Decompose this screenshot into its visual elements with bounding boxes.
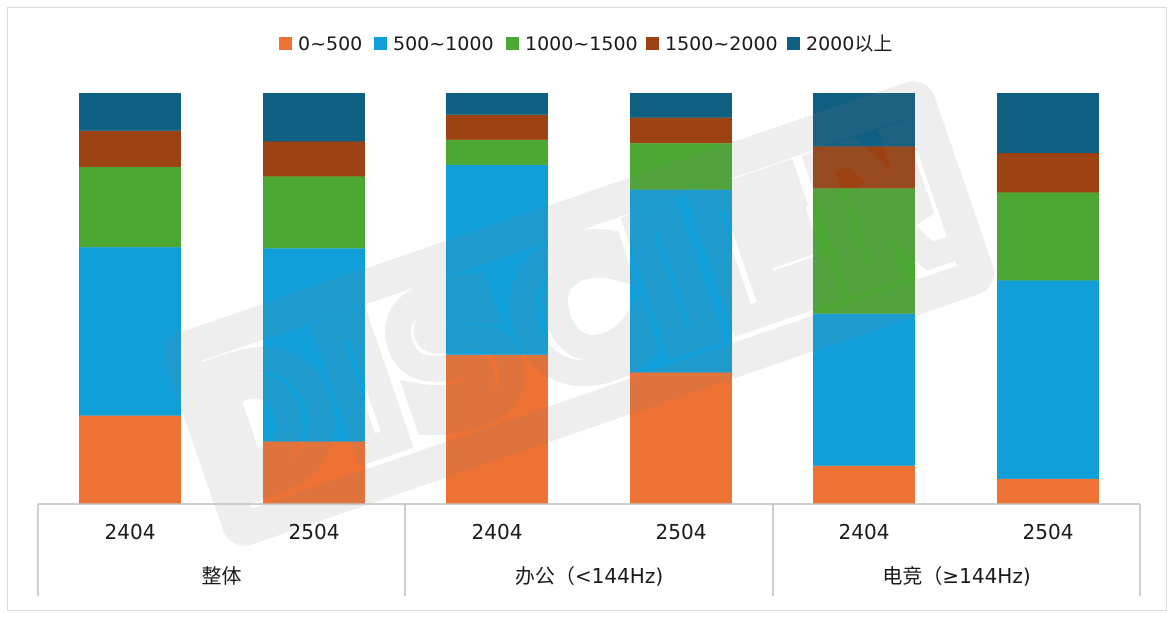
bar-1-cat-2 (446, 164, 548, 355)
legend: 0~500 500~1000 1000~1500 1500~2000 2000以上 (279, 33, 892, 55)
bar-0-cat-1 (263, 441, 365, 504)
bar-3-cat-5 (997, 153, 1099, 193)
bar-2-cat-5 (997, 192, 1099, 281)
bar-0-cat-3 (630, 372, 732, 504)
chart-frame (7, 7, 1167, 611)
legend-swatch-3 (646, 37, 659, 50)
bar-1-cat-1 (263, 248, 365, 442)
bar-4-cat-3 (630, 93, 732, 118)
group-label-2: 电竞（≥144Hz) (882, 564, 1030, 588)
bar-0-cat-5 (997, 478, 1099, 504)
legend-label-2: 1000~1500 (525, 33, 638, 55)
bar-3-cat-2 (446, 114, 548, 140)
category-label-1: 2504 (289, 520, 340, 544)
bar-0-cat-0 (79, 415, 181, 504)
bar-0-cat-4 (813, 465, 915, 504)
watermark-border (163, 81, 994, 546)
group-label-0: 整体 (202, 564, 242, 588)
bar-4-cat-0 (79, 93, 181, 131)
category-axis: 2404 2504 2404 2504 2404 2504 整体 办公（<144Hz) 电竞（≥… (37, 503, 1141, 596)
bar-3-cat-3 (630, 117, 732, 144)
category-label-3: 2504 (656, 520, 707, 544)
bar-2-cat-3 (630, 143, 732, 190)
bar-2-cat-2 (446, 139, 548, 165)
legend-label-1: 500~1000 (393, 33, 494, 55)
category-label-0: 2404 (105, 520, 156, 544)
legend-label-4: 2000以上 (806, 33, 892, 55)
bar-2-cat-4 (813, 188, 915, 314)
bar-0-cat-2 (446, 354, 548, 504)
category-label-4: 2404 (839, 520, 890, 544)
bar-1-cat-0 (79, 247, 181, 416)
bars-layer (79, 93, 1099, 504)
bar-4-cat-1 (263, 93, 365, 142)
bar-1-cat-5 (997, 280, 1099, 479)
bar-3-cat-1 (263, 141, 365, 177)
legend-label-3: 1500~2000 (665, 33, 778, 55)
bar-1-cat-3 (630, 189, 732, 373)
legend-swatch-2 (506, 37, 519, 50)
category-label-2: 2404 (472, 520, 523, 544)
bar-3-cat-0 (79, 130, 181, 167)
legend-swatch-1 (374, 37, 387, 50)
bar-4-cat-4 (813, 93, 915, 147)
legend-swatch-4 (787, 37, 800, 50)
group-label-1: 办公（<144Hz) (515, 564, 663, 588)
legend-label-0: 0~500 (298, 33, 362, 55)
bar-1-cat-4 (813, 313, 915, 466)
bar-3-cat-4 (813, 146, 915, 189)
category-label-5: 2504 (1023, 520, 1074, 544)
legend-swatch-0 (279, 37, 292, 50)
bar-4-cat-5 (997, 93, 1099, 154)
bar-2-cat-0 (79, 166, 181, 248)
bar-4-cat-2 (446, 93, 548, 115)
bar-2-cat-1 (263, 176, 365, 249)
